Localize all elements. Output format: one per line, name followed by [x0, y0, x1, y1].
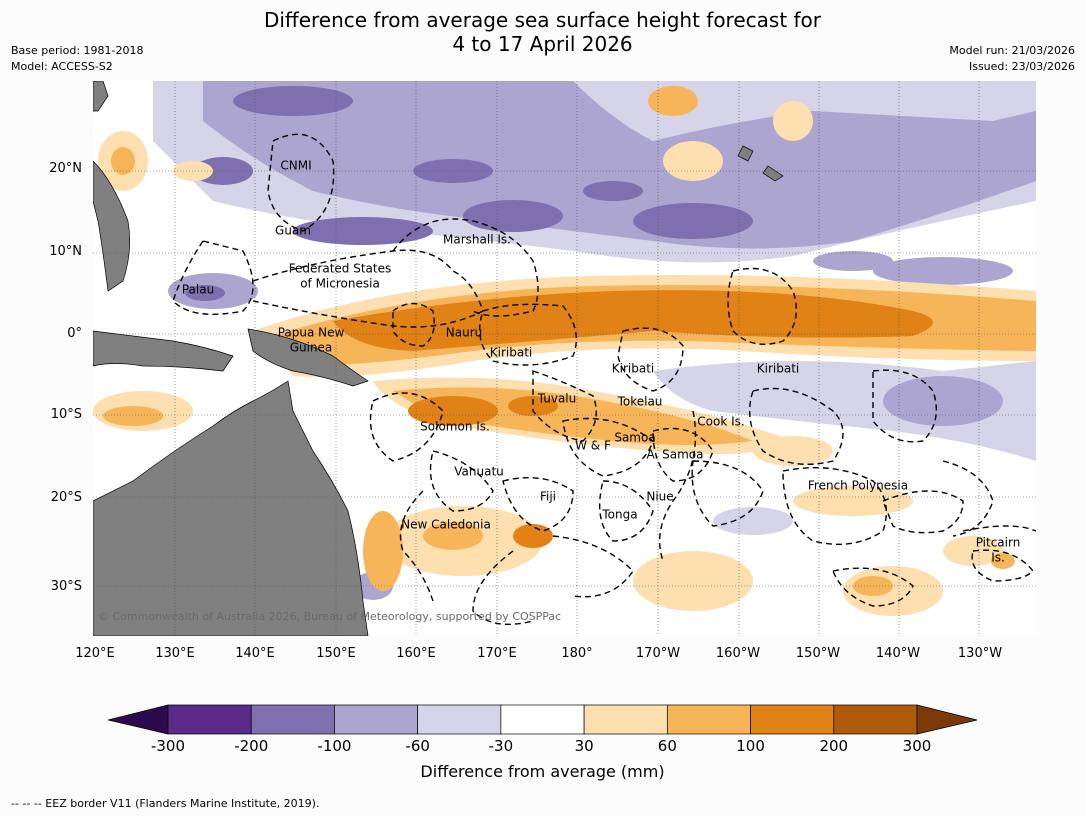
label-french-polynesia: French Polynesia [807, 478, 909, 493]
label-fiji: Fiji [539, 489, 557, 504]
map-graphic [93, 81, 1036, 636]
lat-label-0: 0° [67, 326, 82, 341]
colorbar-max-arrow [916, 704, 978, 735]
label-nauru: Nauru [445, 325, 483, 340]
colorbar-segments [167, 704, 918, 735]
colorbar-segment [750, 704, 835, 735]
lat-label-20n: 20°N [49, 161, 82, 176]
colorbar-segment [583, 704, 668, 735]
lat-label-30s: 30°S [50, 579, 82, 594]
label-tonga: Tonga [602, 507, 638, 522]
label-niue: Niue [646, 489, 674, 504]
colorbar-segment [833, 704, 918, 735]
lon-label-130w: 130°W [957, 646, 1003, 661]
label-kiribati-central: Kiribati [611, 361, 655, 376]
colorbar-segment [167, 704, 252, 735]
label-fsm-line2: of Micronesia [300, 276, 380, 291]
landmass [93, 81, 784, 636]
issued-date: Issued: 23/03/2026 [968, 60, 1075, 73]
model-name: Model: ACCESS-S2 [11, 60, 113, 73]
colorbar-tick-label: -200 [234, 737, 269, 755]
colorbar-segment [500, 704, 585, 735]
lon-label-150w: 150°W [795, 646, 841, 661]
label-kiribati-east: Kiribati [756, 361, 800, 376]
map-panel: CNMI Guam Marshall Is. Federated States … [93, 81, 1036, 636]
papua-new-guinea [247, 328, 369, 387]
lon-label-150e: 150°E [316, 646, 356, 661]
lon-label-130e: 130°E [155, 646, 195, 661]
colorbar-min-arrow [108, 704, 169, 735]
colorbar [108, 704, 978, 735]
lon-label-140e: 140°E [235, 646, 275, 661]
lon-label-170w: 170°W [635, 646, 681, 661]
label-guam: Guam [275, 223, 311, 238]
meta-left: Base period: 1981-2018 Model: ACCESS-S2 [11, 43, 143, 75]
indonesia [93, 330, 234, 372]
lon-label-140w: 140°W [875, 646, 921, 661]
lon-label-180: 180° [561, 646, 593, 661]
label-marshall-islands: Marshall Is. [443, 232, 511, 247]
label-new-caledonia: New Caledonia [401, 517, 491, 532]
lat-label-20s: 20°S [50, 490, 82, 505]
philippines [93, 160, 130, 292]
eez-footnote: -- -- -- EEZ border V11 (Flanders Marine… [11, 797, 320, 810]
label-png-line1: Papua New [277, 325, 345, 340]
lon-label-120e: 120°E [75, 646, 115, 661]
colorbar-tick-label: 300 [902, 737, 932, 755]
title-line-2: 4 to 17 April 2026 [452, 32, 633, 56]
colorbar-title: Difference from average (mm) [420, 762, 665, 781]
label-tuvalu: Tuvalu [537, 391, 577, 406]
label-wallis-futuna: W & F [575, 438, 611, 453]
label-png-line2: Guinea [289, 340, 333, 355]
label-pitcairn-line2: Is. [991, 550, 1005, 565]
title-line-1: Difference from average sea surface heig… [263, 8, 822, 32]
lon-label-170e: 170°E [477, 646, 517, 661]
label-palau: Palau [181, 282, 215, 297]
label-samoa: Samoa [614, 430, 656, 445]
colorbar-segment [334, 704, 419, 735]
colorbar-segment [666, 704, 751, 735]
label-solomon-islands: Solomon Is. [420, 419, 490, 434]
lon-label-160e: 160°E [396, 646, 436, 661]
lat-label-10n: 10°N [49, 244, 82, 259]
lat-label-10s: 10°S [50, 407, 82, 422]
colorbar-segment [417, 704, 502, 735]
label-cook-islands: Cook Is. [697, 414, 745, 429]
label-american-samoa: A. Samoa [646, 447, 704, 462]
colorbar-tick-label: -100 [317, 737, 352, 755]
colorbar-tick-label: -30 [488, 737, 514, 755]
copyright-notice: © Commonwealth of Australia 2026, Bureau… [98, 610, 562, 623]
label-cnmi: CNMI [280, 158, 312, 173]
colorbar-tick-label: -300 [150, 737, 186, 755]
label-tokelau: Tokelau [617, 394, 663, 409]
base-period: Base period: 1981-2018 [11, 44, 144, 57]
colorbar-tick-label: -60 [405, 737, 430, 755]
negative-anomaly-band [153, 81, 1036, 309]
eez-borders [172, 133, 1036, 626]
label-kiribati-west: Kiribati [489, 345, 533, 360]
label-vanuatu: Vanuatu [454, 464, 504, 479]
colorbar-tick-label: 100 [736, 737, 765, 755]
positive-anomaly-band [93, 86, 1036, 616]
model-run: Model run: 21/03/2026 [949, 44, 1075, 57]
label-pitcairn-line1: Pitcairn [975, 535, 1021, 550]
lon-label-160w: 160°W [715, 646, 761, 661]
label-fsm-line1: Federated States [288, 261, 392, 276]
meta-right: Model run: 21/03/2026 Issued: 23/03/2026 [949, 43, 1075, 75]
hawaii [737, 145, 754, 162]
colorbar-tick-label: 30 [574, 737, 594, 755]
graticule [93, 81, 1036, 636]
colorbar-segment [250, 704, 335, 735]
colorbar-tick-label: 200 [819, 737, 849, 755]
australia [93, 380, 369, 636]
colorbar-tick-label: 60 [657, 737, 677, 755]
